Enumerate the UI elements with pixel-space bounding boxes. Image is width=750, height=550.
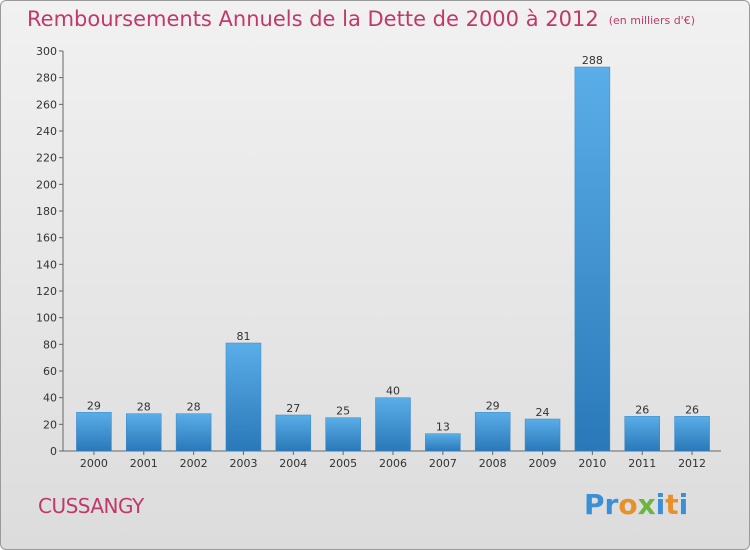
logo-letter: i: [655, 488, 666, 521]
x-tick-label: 2006: [379, 457, 407, 470]
y-tick-label: 300: [36, 45, 57, 58]
data-label-2012: 26: [685, 403, 699, 416]
y-tick-label: 100: [36, 312, 57, 325]
x-tick-label: 2011: [628, 457, 656, 470]
bar-2004[interactable]: [275, 414, 312, 452]
x-tick-label: 2000: [80, 457, 108, 470]
y-tick-label: 260: [36, 98, 57, 111]
x-tick-label: 2010: [578, 457, 606, 470]
data-label-2004: 27: [286, 402, 300, 415]
logo-letter: t: [665, 488, 679, 521]
y-tick-label: 240: [36, 125, 57, 138]
y-tick-label: 280: [36, 72, 57, 85]
logo-letter: r: [604, 488, 619, 521]
bar-2011[interactable]: [624, 416, 660, 452]
data-label-2003: 81: [236, 330, 250, 343]
y-tick-label: 220: [36, 152, 57, 165]
y-tick-label: 0: [50, 445, 57, 458]
chart-bars: 29 28 28 81 27 25 40 13 29 24 288 26 26: [76, 54, 710, 452]
logo-letter: x: [637, 488, 656, 521]
data-label-2010: 288: [582, 54, 603, 67]
bar-2008[interactable]: [474, 412, 511, 452]
x-tick-label: 2003: [229, 457, 257, 470]
logo-letter: i: [678, 488, 689, 521]
x-tick-label: 2007: [429, 457, 457, 470]
x-tick-label: 2008: [479, 457, 507, 470]
y-tick-label: 200: [36, 178, 57, 191]
data-label-2005: 25: [336, 405, 350, 418]
chart-unit: (en milliers d'€): [608, 14, 695, 27]
data-label-2001: 28: [137, 401, 151, 414]
data-label-2006: 40: [386, 385, 400, 398]
data-label-2007: 13: [436, 421, 450, 434]
data-label-2009: 24: [536, 406, 550, 419]
bar-2007[interactable]: [425, 433, 461, 452]
proxiti-logo[interactable]: Proxiti: [584, 488, 688, 521]
bar-2006[interactable]: [375, 397, 411, 452]
data-label-2000: 29: [87, 399, 101, 412]
x-tick-label: 2004: [279, 457, 307, 470]
chart-title-text: Remboursements Annuels de la Dette de 20…: [27, 7, 599, 31]
data-label-2002: 28: [187, 401, 201, 414]
y-tick-label: 140: [36, 258, 57, 271]
x-tick-label: 2001: [130, 457, 158, 470]
y-tick-label: 120: [36, 285, 57, 298]
bar-2002[interactable]: [175, 413, 212, 452]
bar-2005[interactable]: [325, 417, 361, 452]
chart-title: Remboursements Annuels de la Dette de 20…: [27, 7, 695, 31]
data-label-2011: 26: [635, 403, 649, 416]
chart-axes: 0 20 40 60 80 100 120 140 160 180 200 220 240 260 280 3…: [36, 45, 721, 470]
bar-2000[interactable]: [76, 412, 112, 452]
y-tick-label: 160: [36, 232, 57, 245]
y-tick-label: 20: [43, 418, 57, 431]
y-tick-label: 60: [43, 365, 57, 378]
bar-2003[interactable]: [225, 342, 262, 452]
bar-2001[interactable]: [126, 413, 162, 452]
logo-letter: P: [584, 488, 605, 521]
x-tick-label: 2012: [678, 457, 706, 470]
x-tick-label: 2002: [180, 457, 208, 470]
x-tick-label: 2005: [329, 457, 357, 470]
y-tick-label: 180: [36, 205, 57, 218]
logo-letter: o: [618, 488, 638, 521]
y-tick-label: 80: [43, 338, 57, 351]
data-label-2008: 29: [486, 399, 500, 412]
bar-2010[interactable]: [574, 66, 611, 452]
bar-2009[interactable]: [524, 418, 561, 452]
y-tick-label: 40: [43, 392, 57, 405]
x-tick-label: 2009: [529, 457, 557, 470]
commune-name: CUSSANGY: [38, 494, 144, 518]
bar-2012[interactable]: [674, 416, 710, 452]
